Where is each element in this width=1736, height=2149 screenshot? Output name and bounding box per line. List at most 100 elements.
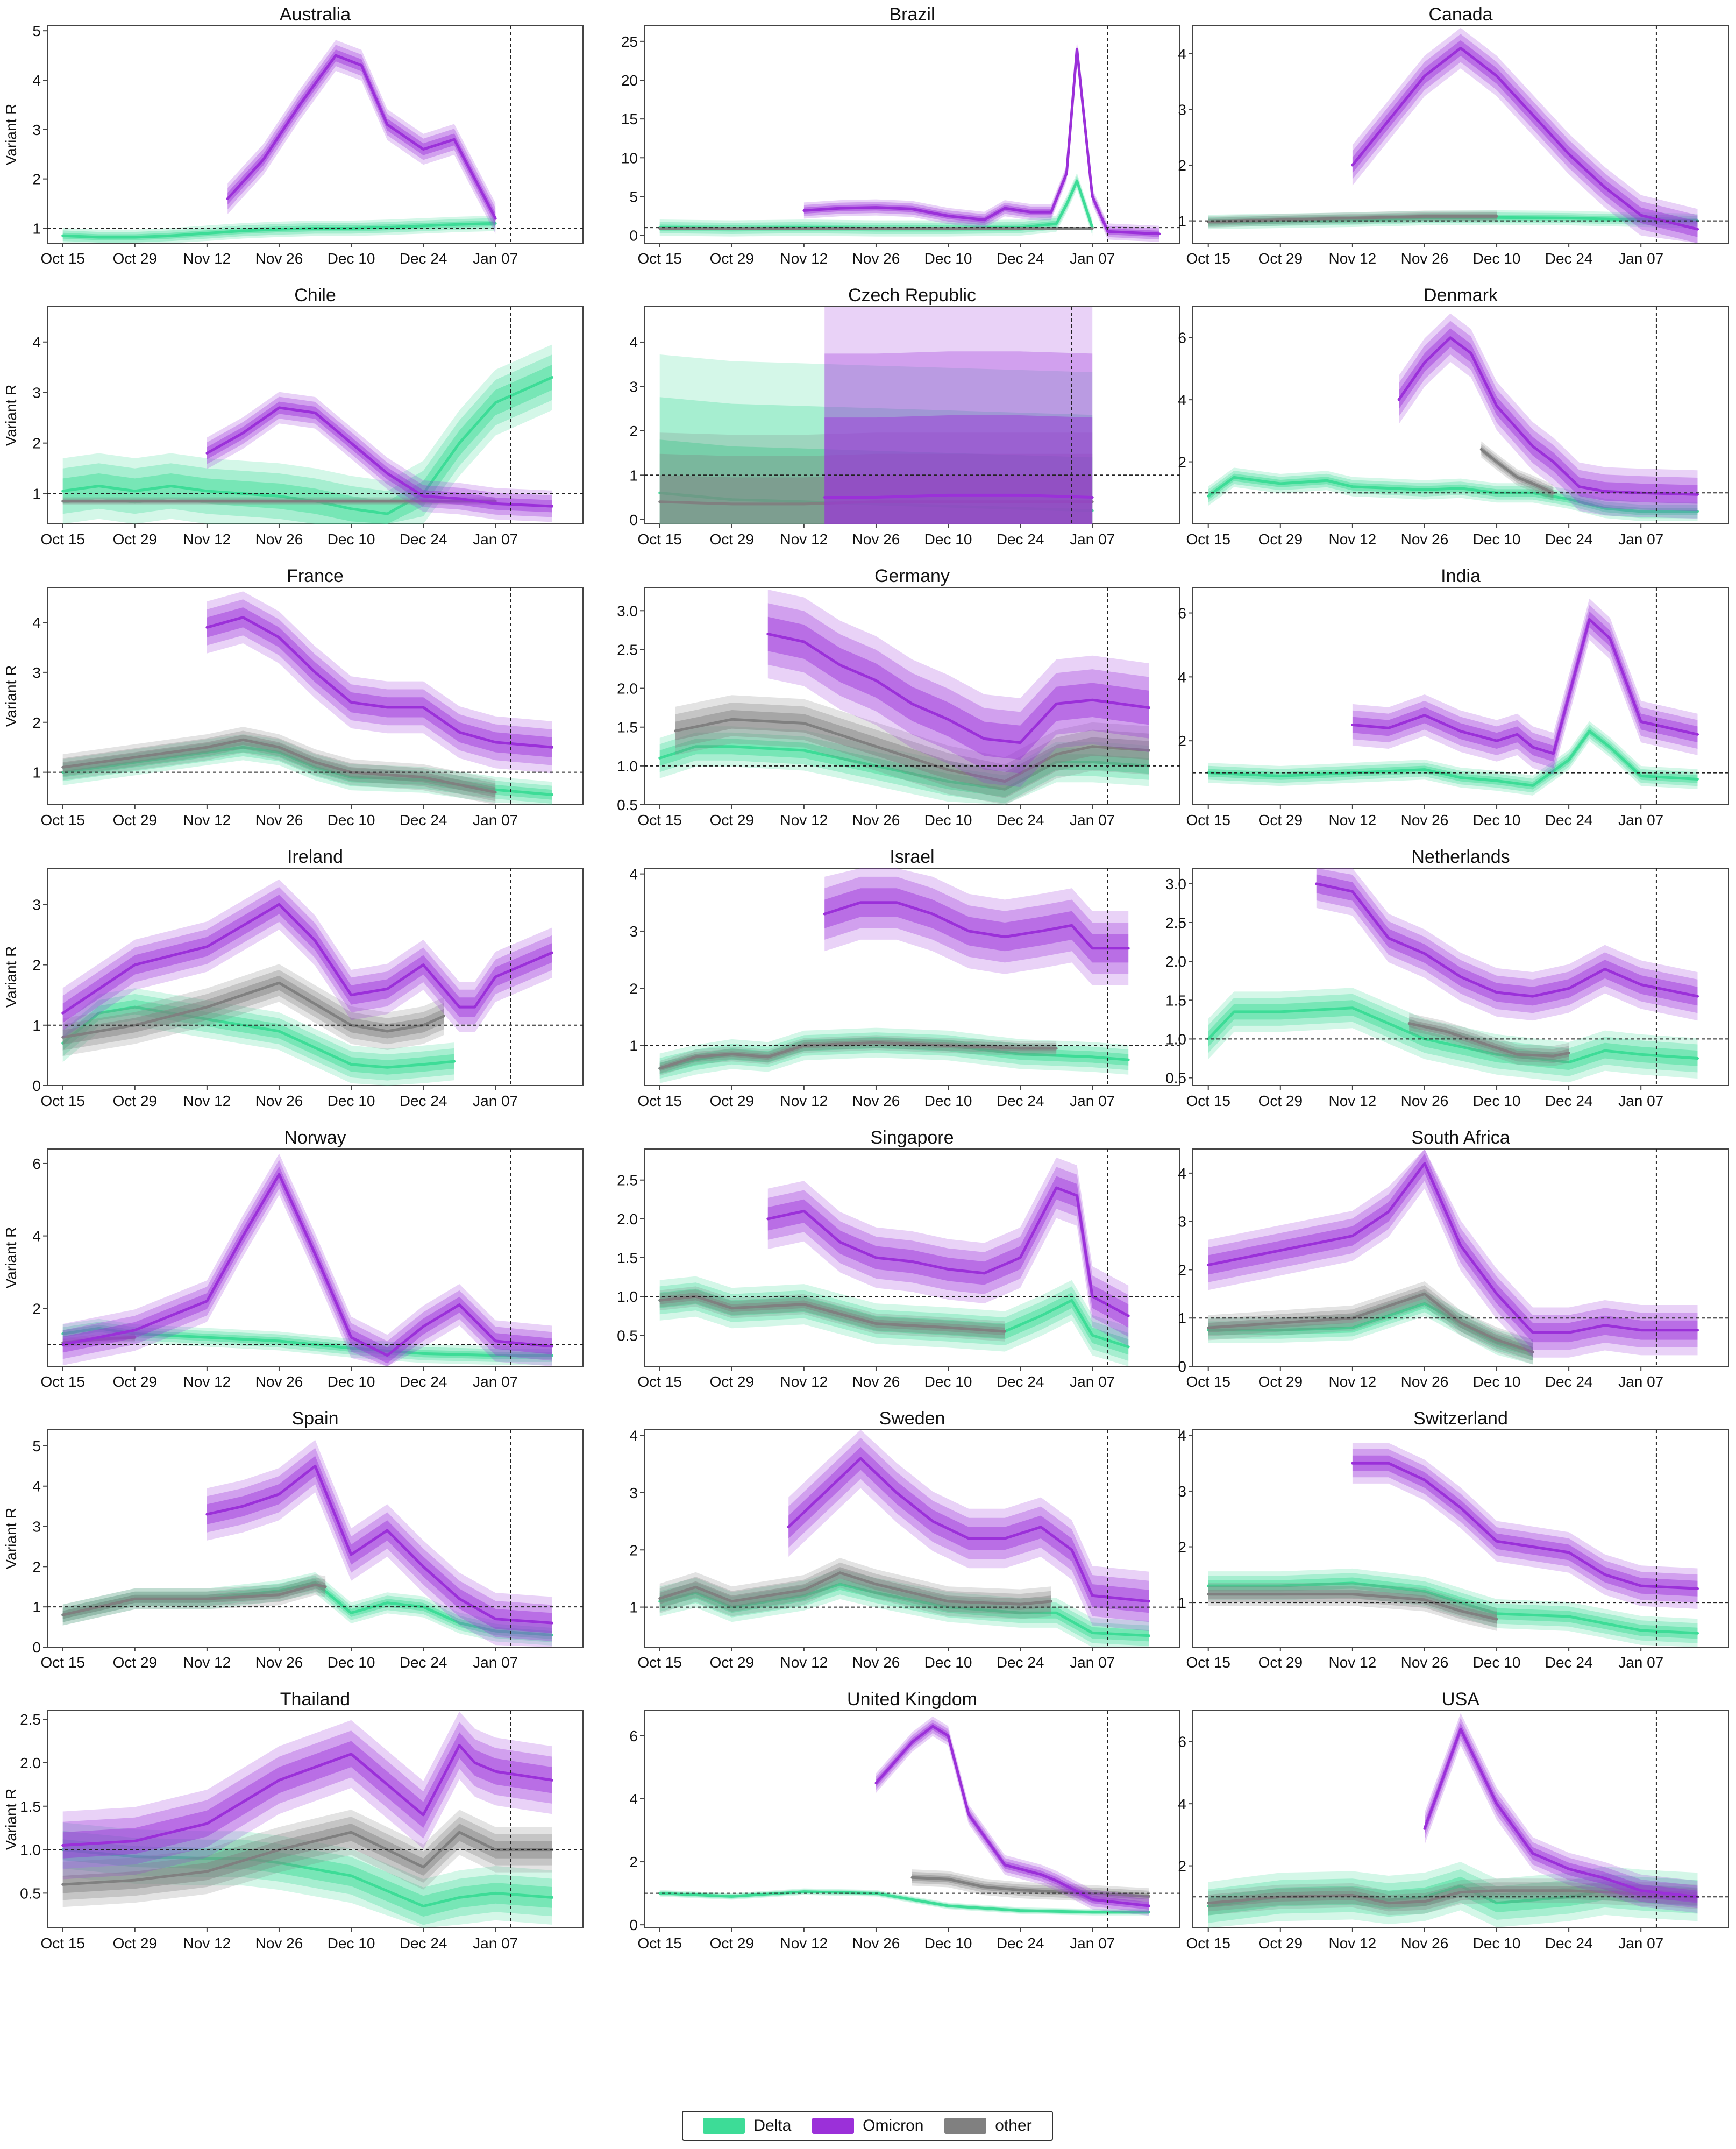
x-tick-label-germany: Oct 15 <box>637 812 681 828</box>
band-delta-spain <box>62 1578 552 1639</box>
band-omicron-netherlands <box>1316 868 1698 1021</box>
x-tick-label-usa: Dec 10 <box>1473 1935 1521 1952</box>
x-tick-label-united-kingdom: Nov 12 <box>780 1935 828 1952</box>
title-south-africa: South Africa <box>1411 1127 1510 1148</box>
y-tick-label-thailand: 1.5 <box>20 1798 41 1815</box>
y-tick-label-sweden: 2 <box>629 1542 638 1558</box>
x-tick-label-thailand: Nov 12 <box>183 1935 231 1952</box>
panel-chile: Chile Variant R 1 2 3 4 Oct 15 Oct 29 Nov 12 Nov … <box>3 285 584 548</box>
band-other-france <box>62 727 496 805</box>
x-tick-label-australia: Oct 29 <box>113 250 157 267</box>
x-tick-label-usa: Oct 29 <box>1258 1935 1303 1952</box>
panel-denmark: Denmark 2 4 6 Oct 15 Oct 29 Nov 12 Nov 26 Dec 10… <box>1178 285 1729 548</box>
x-tick-label-netherlands: Jan 07 <box>1618 1093 1663 1109</box>
y-tick-label-ireland: 3 <box>32 896 41 913</box>
y-tick-label-south-africa: 2 <box>1178 1261 1186 1278</box>
x-tick-label-united-kingdom: Oct 15 <box>637 1935 681 1952</box>
band-omicron-netherlands <box>1316 868 1698 1013</box>
x-tick-label-norway: Oct 29 <box>113 1373 157 1390</box>
panel-germany: Germany 0.5 1.0 1.5 2.0 2.5 3.0 Oct 15 Oct 29 Nov… <box>617 566 1180 828</box>
x-tick-label-south-africa: Oct 29 <box>1258 1373 1303 1390</box>
band-other-switzerland <box>1208 1586 1497 1628</box>
y-tick-label-singapore: 1.0 <box>617 1288 638 1305</box>
y-tick-label-chile: 1 <box>32 486 41 502</box>
x-tick-label-chile: Oct 29 <box>113 531 157 548</box>
band-omicron-chile <box>207 392 552 522</box>
legend: Delta Omicron other <box>682 2111 1053 2141</box>
legend-label-other: other <box>995 2117 1032 2134</box>
series-line-other-czech-republic <box>658 500 1094 506</box>
x-tick-label-israel: Jan 07 <box>1070 1093 1115 1109</box>
x-tick-label-netherlands: Oct 15 <box>1186 1093 1230 1109</box>
series-line-omicron-canada <box>1351 46 1699 231</box>
plot-frame-sweden <box>644 1429 1180 1648</box>
band-omicron-norway <box>62 1166 552 1364</box>
y-axis-label-france: Variant R <box>3 665 19 727</box>
band-omicron-germany <box>767 603 1149 774</box>
y-tick-label-spain: 5 <box>32 1438 41 1455</box>
series-line-delta-chile <box>61 376 553 515</box>
band-omicron-germany <box>767 590 1149 788</box>
band-delta-sweden <box>659 1573 1149 1646</box>
series-line-other-singapore <box>658 1295 1006 1333</box>
y-tick-label-germany: 2.0 <box>617 680 638 697</box>
y-tick-label-india: 4 <box>1178 669 1186 685</box>
x-tick-label-denmark: Nov 26 <box>1401 531 1449 548</box>
band-omicron-denmark <box>1399 313 1698 519</box>
y-tick-label-germany: 1.5 <box>617 719 638 736</box>
band-other-thailand <box>62 1817 552 1900</box>
x-tick-label-israel: Oct 15 <box>637 1093 681 1109</box>
band-delta-usa <box>1208 1876 1698 1916</box>
series-line-delta-czech-republic <box>658 491 1094 512</box>
x-tick-label-australia: Oct 15 <box>40 250 84 267</box>
band-other-sweden <box>659 1567 1051 1610</box>
band-delta-chile <box>62 354 552 524</box>
band-other-netherlands <box>1409 1016 1569 1063</box>
plot-frame-canada <box>1192 25 1729 244</box>
x-tick-label-sweden: Jan 07 <box>1070 1654 1115 1671</box>
band-delta-india <box>1208 721 1698 796</box>
x-tick-label-norway: Jan 07 <box>473 1373 518 1390</box>
series-line-delta-south-africa <box>1207 1302 1534 1353</box>
title-united-kingdom: United Kingdom <box>847 1689 977 1710</box>
series-line-delta-united-kingdom <box>658 1890 1150 1914</box>
y-tick-label-chile: 3 <box>32 385 41 401</box>
band-omicron-usa <box>1425 1718 1698 1909</box>
x-tick-label-brazil: Dec 10 <box>924 250 972 267</box>
x-tick-label-switzerland: Dec 24 <box>1545 1654 1593 1671</box>
x-tick-label-norway: Dec 10 <box>328 1373 375 1390</box>
y-axis-label-australia: Variant R <box>3 104 19 166</box>
band-delta-germany <box>659 739 1149 797</box>
band-delta-thailand <box>62 1831 552 1925</box>
panel-france: France Variant R 1 2 3 4 Oct 15 Oct 29 Nov 12 Nov… <box>3 566 584 828</box>
y-tick-label-france: 1 <box>32 764 41 781</box>
panel-netherlands: Netherlands 0.5 1.0 1.5 2.0 2.5 3.0 Oct 15 Oct 2… <box>1165 847 1729 1109</box>
plot-area-ireland <box>61 879 553 1086</box>
title-denmark: Denmark <box>1424 285 1498 306</box>
series-line-omicron-sweden <box>787 1457 1150 1603</box>
y-tick-label-czech-republic: 2 <box>629 423 638 439</box>
x-tick-label-norway: Nov 12 <box>183 1373 231 1390</box>
x-tick-label-australia: Nov 26 <box>255 250 303 267</box>
y-tick-label-switzerland: 4 <box>1178 1427 1186 1444</box>
band-omicron-france <box>207 599 552 765</box>
series-line-omicron-australia <box>226 54 497 220</box>
x-tick-label-czech-republic: Dec 24 <box>997 531 1044 548</box>
y-tick-label-india: 2 <box>1178 733 1186 749</box>
x-tick-label-czech-republic: Nov 12 <box>780 531 828 548</box>
legend-swatch-other <box>944 2118 987 2134</box>
plot-area-israel <box>658 868 1130 1083</box>
y-tick-label-brazil: 25 <box>621 33 638 50</box>
series-line-omicron-germany <box>766 633 1150 744</box>
y-tick-label-australia: 1 <box>32 220 41 237</box>
y-tick-label-brazil: 5 <box>629 188 638 205</box>
band-other-france <box>62 735 496 798</box>
y-tick-label-netherlands: 3.0 <box>1165 876 1186 892</box>
plot-area-usa <box>1207 1713 1699 1928</box>
panel-switzerland: Switzerland 1 2 3 4 Oct 15 Oct 29 Nov 12 Nov 26 D… <box>1178 1408 1729 1671</box>
x-tick-label-united-kingdom: Dec 10 <box>924 1935 972 1952</box>
plot-frame-brazil <box>644 25 1180 244</box>
band-delta-india <box>1208 724 1698 793</box>
x-tick-label-sweden: Nov 26 <box>852 1654 900 1671</box>
y-tick-label-south-africa: 0 <box>1178 1358 1186 1375</box>
